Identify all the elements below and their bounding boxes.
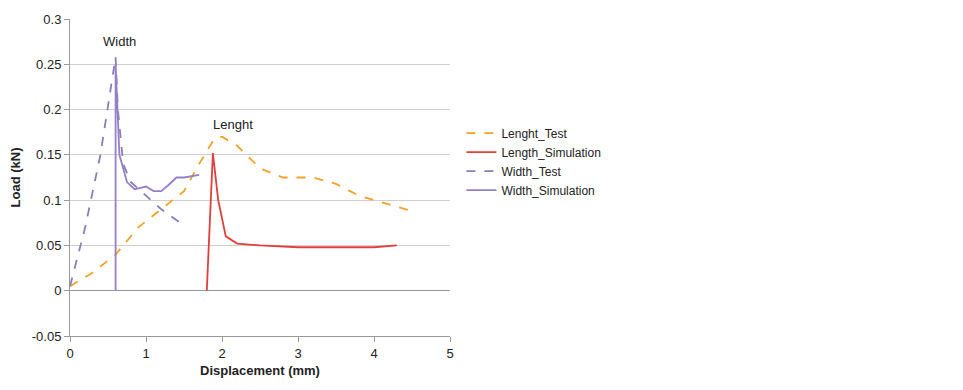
svg-text:Width: Width	[103, 34, 136, 49]
svg-text:-0.05: -0.05	[32, 329, 62, 344]
svg-text:2: 2	[218, 346, 225, 361]
svg-text:0: 0	[54, 283, 61, 298]
svg-text:5: 5	[446, 346, 453, 361]
svg-text:0.2: 0.2	[43, 102, 61, 117]
svg-text:Load (kN): Load (kN)	[8, 148, 23, 208]
svg-text:Lenght: Lenght	[213, 117, 253, 132]
svg-text:Lenght_Test: Lenght_Test	[501, 127, 567, 141]
svg-text:0.1: 0.1	[43, 193, 61, 208]
svg-text:Width_Test: Width_Test	[501, 165, 561, 179]
svg-text:0.15: 0.15	[36, 147, 61, 162]
svg-text:0.3: 0.3	[43, 12, 61, 27]
svg-text:1: 1	[142, 346, 149, 361]
svg-text:Width_Simulation: Width_Simulation	[501, 184, 594, 198]
svg-text:0.25: 0.25	[36, 57, 61, 72]
svg-text:3: 3	[294, 346, 301, 361]
svg-text:0.05: 0.05	[36, 238, 61, 253]
svg-text:0: 0	[66, 346, 73, 361]
svg-text:Displacement (mm): Displacement (mm)	[200, 363, 320, 378]
svg-text:4: 4	[370, 346, 377, 361]
svg-text:Length_Simulation: Length_Simulation	[501, 146, 600, 160]
